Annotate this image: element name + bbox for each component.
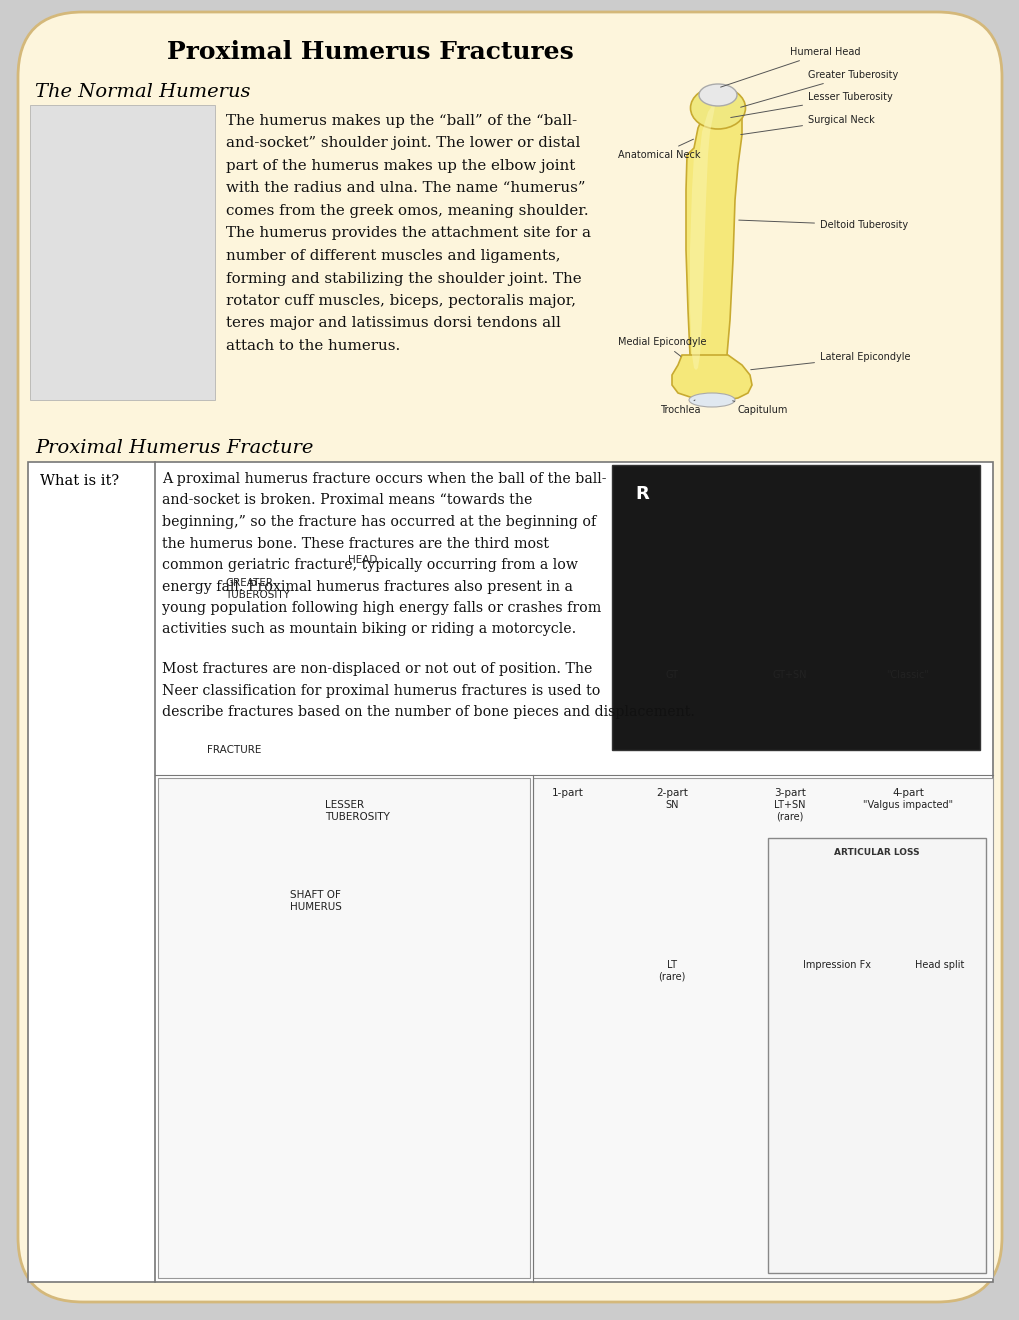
Text: comes from the greek omos, meaning shoulder.: comes from the greek omos, meaning shoul… [226,205,588,218]
Text: and-socket is broken. Proximal means “towards the: and-socket is broken. Proximal means “to… [162,494,532,507]
Text: 4-part: 4-part [892,788,923,799]
Ellipse shape [698,84,737,106]
Text: attach to the humerus.: attach to the humerus. [226,339,399,352]
Ellipse shape [690,87,745,129]
Text: common geriatric fracture, typically occurring from a low: common geriatric fracture, typically occ… [162,558,578,572]
Text: Impression Fx: Impression Fx [802,960,870,970]
Text: Surgical Neck: Surgical Neck [740,115,874,135]
Polygon shape [689,100,715,370]
Text: LT+SN
(rare): LT+SN (rare) [773,800,805,821]
Text: SN: SN [664,800,678,810]
Polygon shape [672,355,751,403]
Text: Capitulum: Capitulum [732,401,788,414]
Text: SHAFT OF
HUMERUS: SHAFT OF HUMERUS [289,890,341,912]
Text: 1-part: 1-part [551,788,583,799]
Text: Proximal Humerus Fracture: Proximal Humerus Fracture [35,440,313,457]
Text: GREATER
TUBEROSITY: GREATER TUBEROSITY [225,578,289,599]
Text: Lesser Tuberosity: Lesser Tuberosity [730,92,892,117]
Text: 2-part: 2-part [655,788,687,799]
Text: young population following high energy falls or crashes from: young population following high energy f… [162,601,600,615]
Text: "Classic": "Classic" [886,671,928,680]
Bar [533,777,993,1278]
Text: beginning,” so the fracture has occurred at the beginning of: beginning,” so the fracture has occurred… [162,515,596,529]
Text: R: R [635,484,648,503]
Text: the humerus bone. These fractures are the third most: the humerus bone. These fractures are th… [162,536,548,550]
Text: The humerus provides the attachment site for a: The humerus provides the attachment site… [226,227,590,240]
Text: Anatomical Neck: Anatomical Neck [618,139,700,160]
Text: The humerus makes up the “ball” of the “ball-: The humerus makes up the “ball” of the “… [226,114,577,128]
Text: Head split: Head split [914,960,964,970]
Bar [767,838,985,1272]
Text: teres major and latissimus dorsi tendons all: teres major and latissimus dorsi tendons… [226,317,560,330]
Text: describe fractures based on the number of bone pieces and displacement.: describe fractures based on the number o… [162,705,694,719]
Text: What is it?: What is it? [40,474,119,488]
Bar [611,465,979,750]
Text: Neer classification for proximal humerus fractures is used to: Neer classification for proximal humerus… [162,684,600,697]
Text: ARTICULAR LOSS: ARTICULAR LOSS [834,847,919,857]
Text: The Normal Humerus: The Normal Humerus [35,83,251,102]
Text: HEAD: HEAD [347,554,377,565]
Text: forming and stabilizing the shoulder joint. The: forming and stabilizing the shoulder joi… [226,272,581,285]
Text: Greater Tuberosity: Greater Tuberosity [740,70,898,107]
Text: LESSER
TUBEROSITY: LESSER TUBEROSITY [325,800,389,821]
Text: Humeral Head: Humeral Head [720,48,860,87]
Text: GT: GT [664,671,678,680]
Text: Deltoid Tuberosity: Deltoid Tuberosity [738,220,907,230]
Text: activities such as mountain biking or riding a motorcycle.: activities such as mountain biking or ri… [162,623,576,636]
FancyBboxPatch shape [18,12,1001,1302]
Text: A proximal humerus fracture occurs when the ball of the ball-: A proximal humerus fracture occurs when … [162,473,606,486]
Bar [158,777,530,1278]
Polygon shape [686,96,741,376]
Text: and-socket” shoulder joint. The lower or distal: and-socket” shoulder joint. The lower or… [226,136,580,150]
Text: rotator cuff muscles, biceps, pectoralis major,: rotator cuff muscles, biceps, pectoralis… [226,294,576,308]
Text: Proximal Humerus Fractures: Proximal Humerus Fractures [166,40,573,63]
Text: Medial Epicondyle: Medial Epicondyle [618,337,706,356]
Text: "Valgus impacted": "Valgus impacted" [862,800,952,810]
Bar [28,462,993,1282]
Text: part of the humerus makes up the elbow joint: part of the humerus makes up the elbow j… [226,158,575,173]
Text: GT+SN: GT+SN [772,671,806,680]
Text: energy fall. Proximal humerus fractures also present in a: energy fall. Proximal humerus fractures … [162,579,573,594]
Text: number of different muscles and ligaments,: number of different muscles and ligament… [226,249,560,263]
Text: 3-part: 3-part [773,788,805,799]
Text: LT
(rare): LT (rare) [657,960,685,982]
Bar [30,106,215,400]
Text: FRACTURE: FRACTURE [207,744,261,755]
Text: with the radius and ulna. The name “humerus”: with the radius and ulna. The name “hume… [226,181,585,195]
Text: Most fractures are non-displaced or not out of position. The: Most fractures are non-displaced or not … [162,663,592,676]
Text: Lateral Epicondyle: Lateral Epicondyle [750,352,910,370]
Ellipse shape [688,393,735,407]
Text: Trochlea: Trochlea [659,400,700,414]
